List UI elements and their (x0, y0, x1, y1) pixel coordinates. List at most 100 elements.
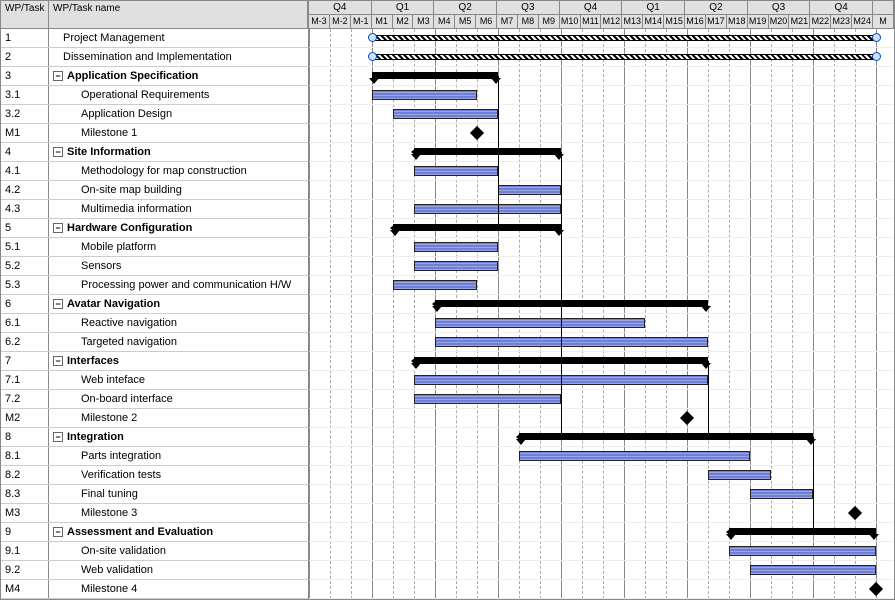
month-cell: M4 (434, 15, 455, 29)
task-bar[interactable] (414, 204, 561, 214)
task-bar[interactable] (750, 489, 813, 499)
task-id: 9 (1, 523, 49, 541)
task-id: M4 (1, 580, 49, 598)
table-row[interactable]: 5−Hardware Configuration (1, 219, 308, 238)
task-name: Milestone 2 (49, 409, 308, 427)
expander-icon[interactable]: − (53, 147, 63, 157)
task-id: 4.2 (1, 181, 49, 199)
task-bar[interactable] (414, 166, 498, 176)
table-row[interactable]: 3.2Application Design (1, 105, 308, 124)
task-name: −Avatar Navigation (49, 295, 308, 313)
task-name: −Application Specification (49, 67, 308, 85)
task-id: 8.3 (1, 485, 49, 503)
task-bar[interactable] (750, 565, 876, 575)
table-row[interactable]: 5.1Mobile platform (1, 238, 308, 257)
table-row[interactable]: 9.1On-site validation (1, 542, 308, 561)
task-bar[interactable] (708, 470, 771, 480)
table-row[interactable]: 8−Integration (1, 428, 308, 447)
summary-bar[interactable] (372, 72, 498, 79)
expander-icon[interactable]: − (53, 356, 63, 366)
table-row[interactable]: 9−Assessment and Evaluation (1, 523, 308, 542)
task-id: 3 (1, 67, 49, 85)
task-name: Project Management (49, 29, 308, 47)
task-name: Dissemination and Implementation (49, 48, 308, 66)
table-row[interactable]: 8.1Parts integration (1, 447, 308, 466)
task-name: On-site map building (49, 181, 308, 199)
task-bar[interactable] (729, 546, 876, 556)
table-row[interactable]: 4.1Methodology for map construction (1, 162, 308, 181)
table-row[interactable]: M3Milestone 3 (1, 504, 308, 523)
expander-icon[interactable]: − (53, 299, 63, 309)
table-row[interactable]: 3.1Operational Requirements (1, 86, 308, 105)
table-row[interactable]: 7−Interfaces (1, 352, 308, 371)
quarter-row: Q4Q1Q2Q3Q4Q1Q2Q3Q4 (309, 1, 894, 15)
expander-icon[interactable]: − (53, 527, 63, 537)
table-header: WP/Task WP/Task name (1, 1, 308, 29)
month-cell: M12 (601, 15, 622, 29)
quarter-cell: Q3 (497, 1, 560, 15)
table-row[interactable]: M1Milestone 1 (1, 124, 308, 143)
task-bar[interactable] (414, 242, 498, 252)
task-bar[interactable] (414, 394, 561, 404)
task-name: Reactive navigation (49, 314, 308, 332)
task-id: 4 (1, 143, 49, 161)
month-cell: M-3 (309, 15, 330, 29)
expander-icon[interactable]: − (53, 71, 63, 81)
table-row[interactable]: 7.1Web inteface (1, 371, 308, 390)
table-row[interactable]: 4.2On-site map building (1, 181, 308, 200)
table-row[interactable]: 6.1Reactive navigation (1, 314, 308, 333)
table-row[interactable]: 7.2On-board interface (1, 390, 308, 409)
table-row[interactable]: 3−Application Specification (1, 67, 308, 86)
task-name: Methodology for map construction (49, 162, 308, 180)
table-row[interactable]: 9.2Web validation (1, 561, 308, 580)
table-row[interactable]: 1Project Management (1, 29, 308, 48)
table-row[interactable]: 5.3Processing power and communication H/… (1, 276, 308, 295)
table-row[interactable]: M4Milestone 4 (1, 580, 308, 599)
task-id: 5.2 (1, 257, 49, 275)
task-name: On-site validation (49, 542, 308, 560)
month-cell: M (873, 15, 894, 29)
task-id: 9.1 (1, 542, 49, 560)
task-bar[interactable] (393, 280, 477, 290)
task-name: Application Design (49, 105, 308, 123)
task-id: M2 (1, 409, 49, 427)
table-row[interactable]: 8.2Verification tests (1, 466, 308, 485)
table-row[interactable]: 8.3Final tuning (1, 485, 308, 504)
month-cell: M3 (413, 15, 434, 29)
task-bar[interactable] (435, 337, 708, 347)
month-cell: M-1 (351, 15, 372, 29)
rolled-bar[interactable] (372, 35, 876, 41)
expander-icon[interactable]: − (53, 432, 63, 442)
task-id: 3.2 (1, 105, 49, 123)
task-name: Sensors (49, 257, 308, 275)
task-name: −Site Information (49, 143, 308, 161)
month-cell: M5 (455, 15, 476, 29)
task-bar[interactable] (414, 261, 498, 271)
rolled-bar[interactable] (372, 54, 876, 60)
month-cell: M6 (476, 15, 497, 29)
task-bar[interactable] (498, 185, 561, 195)
month-cell: M13 (622, 15, 643, 29)
task-bar[interactable] (519, 451, 750, 461)
task-id: 6.2 (1, 333, 49, 351)
month-cell: M8 (518, 15, 539, 29)
task-bar[interactable] (372, 90, 477, 100)
table-row[interactable]: 4−Site Information (1, 143, 308, 162)
task-id: 3.1 (1, 86, 49, 104)
expander-icon[interactable]: − (53, 223, 63, 233)
task-name: Parts integration (49, 447, 308, 465)
table-row[interactable]: 2Dissemination and Implementation (1, 48, 308, 67)
table-row[interactable]: 6.2Targeted navigation (1, 333, 308, 352)
task-bar[interactable] (393, 109, 498, 119)
table-row[interactable]: M2Milestone 2 (1, 409, 308, 428)
table-row[interactable]: 5.2Sensors (1, 257, 308, 276)
task-id: 8.1 (1, 447, 49, 465)
table-row[interactable]: 6−Avatar Navigation (1, 295, 308, 314)
task-id: 5.3 (1, 276, 49, 294)
task-table: WP/Task WP/Task name 1Project Management… (1, 1, 309, 599)
table-row[interactable]: 4.3Multimedia information (1, 200, 308, 219)
quarter-cell: Q3 (748, 1, 811, 15)
task-id: 4.3 (1, 200, 49, 218)
task-bar[interactable] (435, 318, 645, 328)
task-name: Web inteface (49, 371, 308, 389)
